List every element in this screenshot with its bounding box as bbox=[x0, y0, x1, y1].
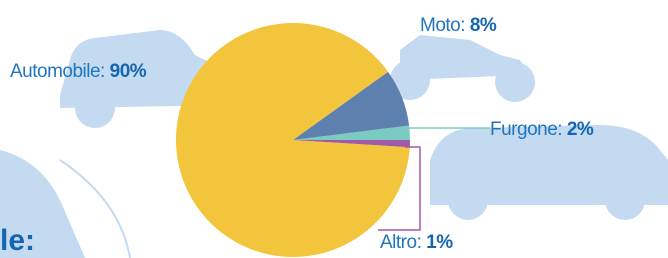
pie bbox=[176, 23, 410, 257]
category-label: Automobile: bbox=[10, 61, 105, 82]
slice-label: Automobile: 90% bbox=[10, 61, 147, 82]
value-label: 2% bbox=[567, 119, 594, 140]
slice-label: Moto: 8% bbox=[420, 15, 497, 36]
slice-label: Furgone: 2% bbox=[490, 119, 594, 140]
value-label: 1% bbox=[426, 232, 453, 253]
category-label: Furgone: bbox=[490, 119, 562, 140]
chart: le: Automobile: 90% Moto: 8% Furgone: 2% Al… bbox=[0, 0, 668, 258]
category-label: Moto: bbox=[420, 15, 465, 36]
value-label: 8% bbox=[470, 15, 497, 36]
clipped-heading: le: bbox=[0, 224, 35, 257]
category-label: Altro: bbox=[380, 232, 421, 253]
slice-label: Altro: 1% bbox=[380, 232, 453, 253]
value-label: 90% bbox=[110, 61, 147, 82]
